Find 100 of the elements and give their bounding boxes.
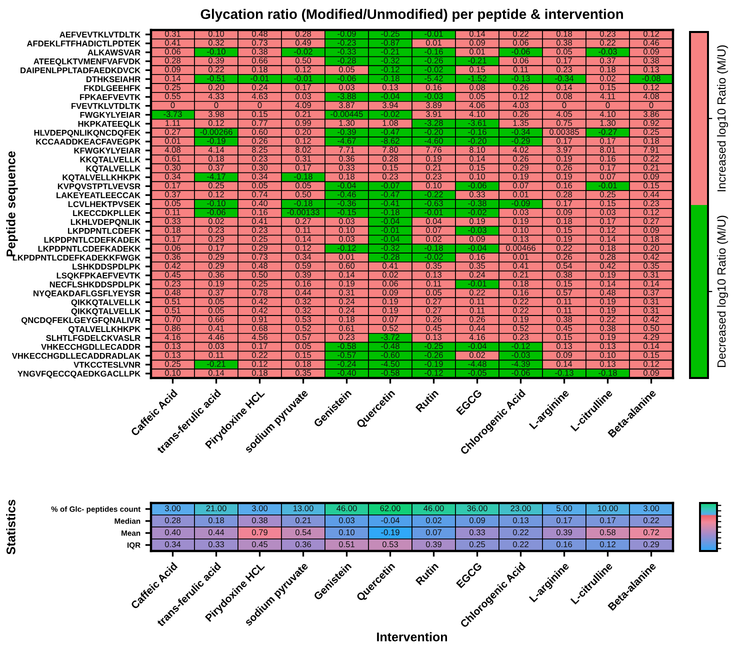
data-label: 4.33: [208, 93, 224, 100]
data-label: 1.30: [339, 120, 355, 126]
data-label: 0.41: [208, 325, 224, 332]
data-label: 0.42: [600, 262, 616, 269]
y-tick-label: NYQEAKDAFLGSFLYEYSR: [34, 290, 140, 298]
y-tick-label: LSHKDDSPDLPK: [72, 264, 141, 270]
data-label: 0.09: [469, 236, 485, 242]
data-label: 0.20: [208, 84, 224, 90]
data-label: -0.01: [424, 209, 443, 216]
data-label: 0.14: [338, 272, 355, 278]
data-label: -0.06: [207, 209, 226, 216]
data-label: 0.10: [512, 227, 529, 234]
data-label: 0.75: [556, 120, 572, 126]
data-label: 0.02: [208, 218, 224, 224]
data-label: -0.03: [598, 48, 617, 55]
data-label: 0.55: [164, 93, 181, 100]
y-tick-label: KQTALVELLKHKPK: [62, 174, 141, 182]
data-label: -3.72: [381, 334, 400, 340]
data-label: 0.01: [512, 191, 528, 198]
y-tick-label: LKECCDKPLLEK: [73, 210, 141, 216]
y-tick-label: QNCDQFEKLGEYGFQNALIVR: [21, 317, 140, 325]
data-label: 0.86: [164, 325, 180, 332]
data-label: -0.63: [424, 200, 443, 206]
data-label: -0.02: [381, 111, 400, 118]
data-label: -0.03: [424, 93, 443, 100]
data-label: -0.01: [598, 182, 617, 188]
data-label: 0.03: [338, 517, 354, 524]
data-label: 0.28: [295, 30, 311, 37]
data-label: 0.00385: [550, 128, 579, 135]
data-label: 0.44: [643, 191, 660, 198]
data-label: 4.29: [643, 334, 659, 340]
data-label: 0.12: [295, 244, 311, 251]
data-label: 0.19: [512, 316, 528, 322]
data-label: -0.18: [294, 174, 312, 180]
data-label: -0.04: [381, 236, 400, 242]
data-label: -0.01: [424, 30, 443, 37]
data-label: 0.16: [469, 254, 485, 260]
data-label: 0.18: [164, 227, 180, 234]
data-label: -5.42: [424, 75, 443, 82]
data-label: -8.62: [381, 138, 400, 144]
data-label: 0.52: [382, 325, 398, 332]
data-label: 0.48: [252, 262, 268, 269]
data-label: -0.26: [424, 352, 443, 358]
data-label: 0.17: [208, 244, 224, 251]
data-label: 0.38: [643, 58, 659, 64]
data-label: 0.14: [643, 280, 660, 287]
data-label: -0.20: [424, 128, 443, 135]
data-label: -0.04: [381, 93, 400, 100]
data-label: -0.06: [468, 182, 486, 188]
data-label: 0.09: [469, 517, 485, 524]
data-label: 0.26: [469, 316, 485, 322]
data-label: 0.42: [643, 316, 659, 322]
data-label: 0.12: [252, 360, 268, 367]
data-label: -0.47: [381, 191, 400, 198]
data-label: 0.17: [556, 58, 572, 64]
data-label: 0.09: [643, 174, 659, 180]
y-tick-label: DAIPENLPPLTADFAEDKDVCK: [20, 67, 141, 74]
data-label: 0.18: [643, 236, 659, 242]
data-label: 0.12: [643, 360, 659, 367]
data-label: 0.19: [600, 334, 616, 340]
data-label: -3.28: [424, 120, 443, 126]
data-label: 0.01: [469, 48, 485, 55]
data-label: -0.01: [250, 75, 269, 82]
data-label: 46.00: [336, 505, 357, 512]
data-label: -0.24: [338, 360, 356, 367]
data-label: 0.19: [512, 174, 528, 180]
data-label: 0.17: [295, 164, 311, 171]
data-label: 0.17: [600, 164, 616, 171]
data-label: 0.29: [252, 244, 268, 251]
data-label: 0.38: [556, 40, 572, 46]
data-label: 0.01: [164, 138, 180, 144]
data-label: -4.50: [381, 360, 400, 367]
data-label: 0.02: [469, 352, 485, 358]
data-label: 0.73: [252, 40, 268, 46]
data-label: 0.39: [208, 58, 224, 64]
data-label: -0.16: [424, 48, 443, 55]
data-label: 0.60: [252, 128, 268, 135]
data-label: 0.02: [426, 517, 442, 524]
data-label: 0.14: [469, 156, 486, 162]
y-tick-label: LKHLVDEPQNLIK: [70, 219, 141, 227]
data-label: 4.08: [643, 93, 659, 100]
data-label: 0.22: [643, 156, 659, 162]
data-label: 0.17: [252, 343, 268, 350]
data-label: 0.23: [252, 156, 268, 162]
data-label: 0.38: [556, 272, 572, 278]
data-label: 0.42: [252, 298, 268, 304]
data-label: -0.27: [598, 128, 617, 135]
data-label: 0.10: [338, 529, 355, 536]
data-label: 0.23: [164, 280, 180, 287]
data-label: -0.21: [381, 48, 400, 55]
data-label: -0.00133: [287, 209, 320, 216]
data-label: -4.60: [424, 138, 443, 144]
data-label: 0.28: [556, 191, 572, 198]
data-label: -0.22: [424, 191, 443, 198]
data-label: 0.09: [556, 352, 572, 358]
data-label: -0.28: [338, 58, 356, 64]
y-tick-label: DTHKSEIAHR: [86, 76, 140, 82]
data-label: -0.00266: [200, 128, 232, 135]
data-label: 23.00: [510, 505, 531, 512]
data-label: -0.18: [294, 200, 312, 206]
